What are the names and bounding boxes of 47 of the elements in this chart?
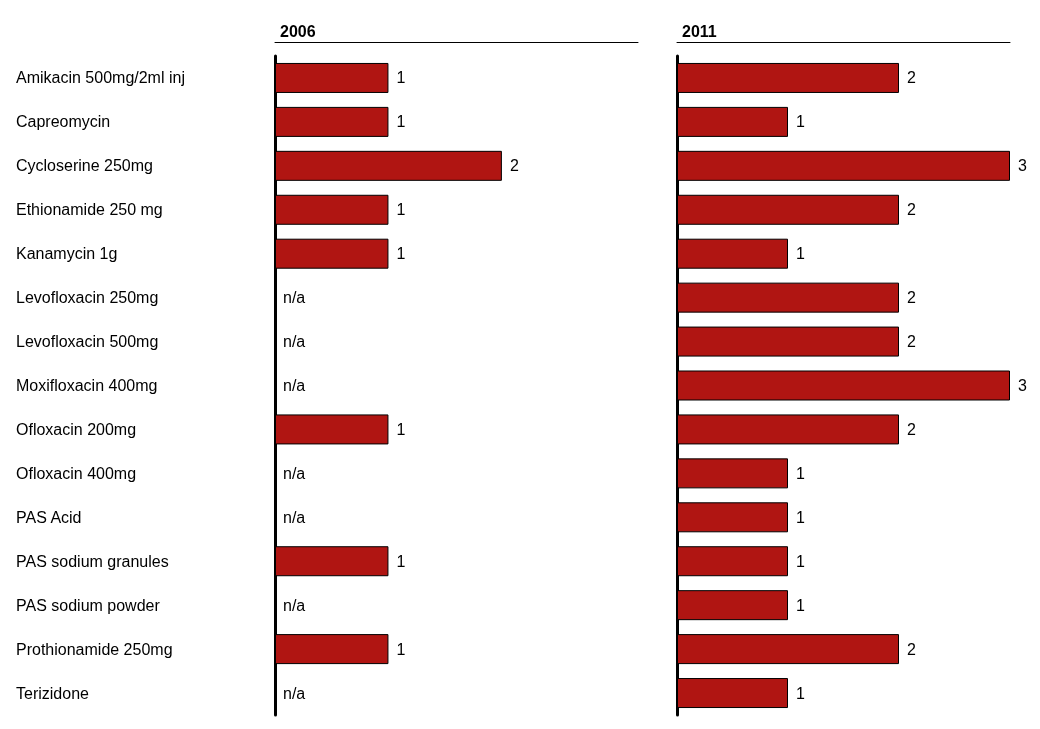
text: n/a	[283, 289, 306, 307]
y-tick-label: PAS Acid	[16, 508, 82, 526]
data-label: 1	[396, 69, 406, 87]
y-tick-label: Ofloxacin 400mg	[16, 464, 137, 482]
text: n/a	[283, 377, 306, 394]
y-tick-label: Amikacin 500mg/2ml inj	[16, 69, 185, 87]
data-label: 1	[396, 552, 406, 570]
data-label: 2	[907, 420, 916, 438]
chart-title: 2011	[682, 22, 717, 40]
text: n/a	[283, 684, 306, 702]
data-label: 1	[796, 552, 805, 570]
text: n/a	[283, 464, 306, 482]
data-label: 1	[796, 508, 805, 526]
data-label: 1	[796, 596, 805, 614]
data-label: 1	[796, 245, 805, 263]
y-tick-label: Capreomycin	[16, 113, 111, 131]
data-label: 2	[509, 157, 519, 175]
y-tick-label: Moxifloxacin 400mg	[16, 377, 158, 394]
data-label: 2	[907, 289, 916, 307]
data-label: 1	[396, 420, 406, 438]
data-label: 2	[907, 69, 916, 87]
y-tick-label: Terizidone	[16, 684, 90, 702]
data-label: 1	[396, 201, 406, 219]
text: n/a	[283, 596, 306, 614]
y-tick-label: Cycloserine 250mg	[16, 157, 153, 175]
y-tick-label: Prothionamide 250mg	[16, 640, 173, 658]
data-label: 3	[1018, 377, 1027, 394]
y-tick-label: Ofloxacin 200mg	[16, 420, 137, 438]
data-label: 2	[907, 201, 916, 219]
chart-title: 2006	[280, 22, 316, 40]
y-tick-label: Levofloxacin 250mg	[16, 289, 159, 307]
text: n/a	[283, 508, 306, 526]
y-tick-label: Levofloxacin 500mg	[16, 333, 159, 351]
data-label: 3	[1018, 157, 1027, 175]
data-label: 1	[396, 245, 406, 263]
y-tick-label: PAS sodium granules	[16, 552, 169, 570]
data-label: 1	[796, 113, 805, 131]
data-label: 1	[396, 640, 406, 658]
y-tick-label: PAS sodium powder	[16, 596, 161, 614]
y-tick-label: Kanamycin 1g	[16, 245, 118, 263]
data-label: 1	[396, 113, 406, 131]
data-label: 1	[796, 464, 805, 482]
data-label: 2	[907, 333, 916, 351]
data-label: 1	[796, 684, 805, 702]
text: n/a	[283, 333, 306, 351]
data-label: 2	[907, 640, 916, 658]
y-tick-label: Ethionamide 250 mg	[16, 201, 163, 219]
